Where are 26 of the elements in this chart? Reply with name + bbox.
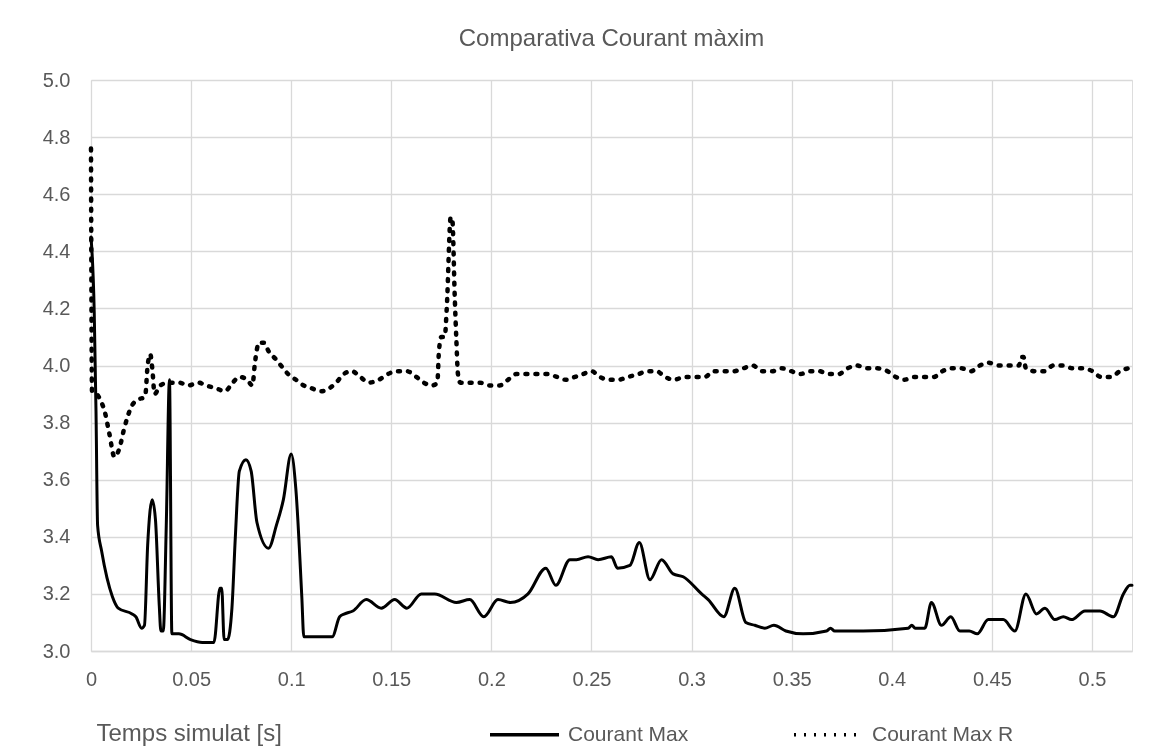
x-tick-label: 0.5 <box>1078 667 1107 690</box>
y-tick-label: 4.2 <box>42 296 71 319</box>
y-tick-label: 5.0 <box>42 68 71 91</box>
x-tick-label: 0.1 <box>277 667 306 690</box>
y-tick-label: 4.4 <box>42 239 71 262</box>
y-tick-label: 4.6 <box>42 182 71 205</box>
x-axis-title: Temps simulat [s] <box>96 718 282 746</box>
y-tick-label: 3.8 <box>42 411 71 434</box>
y-tick-label: 3.6 <box>42 468 71 491</box>
x-tick-label: 0.2 <box>477 667 506 690</box>
x-tick-label: 0.4 <box>878 667 907 690</box>
x-tick-label: 0.05 <box>172 667 212 690</box>
x-tick-label: 0.15 <box>372 667 412 690</box>
y-tick-label: 3.4 <box>42 525 71 548</box>
x-tick-label: 0.25 <box>572 667 612 690</box>
legend-label: Courant Max <box>568 721 689 745</box>
x-tick-label: 0.35 <box>772 667 812 690</box>
y-tick-label: 3.2 <box>42 582 71 605</box>
y-tick-label: 3.0 <box>42 639 71 662</box>
y-tick-label: 4.8 <box>42 125 71 148</box>
legend-label: Courant Max R <box>872 721 1014 745</box>
chart-title: Comparativa Courant màxim <box>458 24 765 51</box>
y-tick-label: 4.0 <box>42 354 71 376</box>
x-tick-label: 0.3 <box>678 667 706 690</box>
x-tick-label: 0 <box>85 667 98 690</box>
x-tick-label: 0.45 <box>972 667 1012 690</box>
